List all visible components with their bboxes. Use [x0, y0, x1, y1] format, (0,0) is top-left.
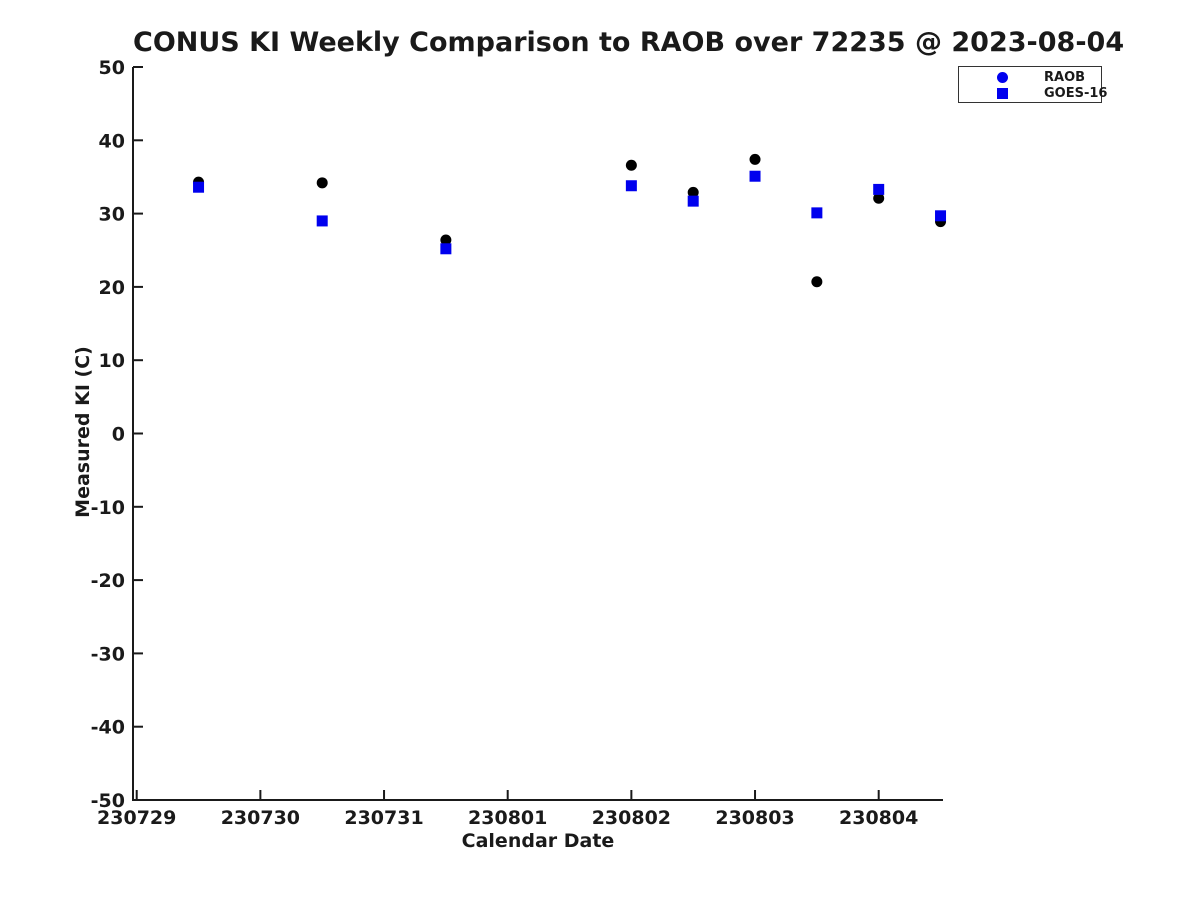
raob-point	[625, 159, 637, 171]
x-tick-label: 230731	[344, 807, 423, 829]
y-tick-label: 10	[99, 350, 125, 372]
square-marker-icon	[997, 88, 1008, 99]
y-tick-label: 20	[99, 277, 125, 299]
y-tick-label: 50	[99, 57, 125, 79]
legend-entry-raob: RAOB	[959, 70, 1101, 85]
y-tick-label: -10	[91, 497, 125, 519]
goes16-point	[811, 207, 823, 219]
y-tick-label: 40	[99, 130, 125, 152]
y-tick-label: 0	[112, 424, 125, 446]
raob-point	[316, 177, 328, 189]
goes16-point	[687, 195, 699, 207]
x-tick-label: 230729	[97, 807, 176, 829]
y-tick-label: -30	[91, 643, 125, 665]
x-tick-label: 230804	[839, 807, 918, 829]
legend-label: RAOB	[1044, 70, 1086, 85]
raob-point	[440, 234, 452, 246]
circle-marker-icon	[997, 72, 1008, 83]
raob-point	[687, 186, 699, 198]
x-tick-label: 230802	[592, 807, 671, 829]
raob-point	[749, 153, 761, 165]
raob-point	[873, 192, 885, 204]
goes16-point	[193, 181, 205, 193]
x-tick-label: 230803	[715, 807, 794, 829]
x-tick-label: 230730	[221, 807, 300, 829]
y-tick-label: -20	[91, 570, 125, 592]
goes16-point	[749, 170, 761, 182]
y-axis-label: Measured KI (C)	[72, 346, 94, 518]
x-tick-label: 230801	[468, 807, 547, 829]
legend: RAOB GOES-16	[958, 66, 1107, 103]
axis-spines	[132, 67, 943, 801]
goes16-point	[625, 180, 637, 192]
legend-entry-goes16: GOES-16	[959, 86, 1107, 101]
y-tick-label: 30	[99, 204, 125, 226]
goes16-point	[440, 243, 452, 255]
goes16-point	[935, 210, 947, 222]
y-tick-label: -50	[91, 790, 125, 812]
goes16-point	[873, 183, 885, 195]
legend-label: GOES-16	[1044, 86, 1108, 101]
x-axis-label: Calendar Date	[461, 830, 615, 852]
y-tick-label: -40	[91, 717, 125, 739]
goes16-point	[316, 215, 328, 227]
raob-point	[811, 276, 823, 288]
chart-title: CONUS KI Weekly Comparison to RAOB over …	[133, 27, 1125, 58]
